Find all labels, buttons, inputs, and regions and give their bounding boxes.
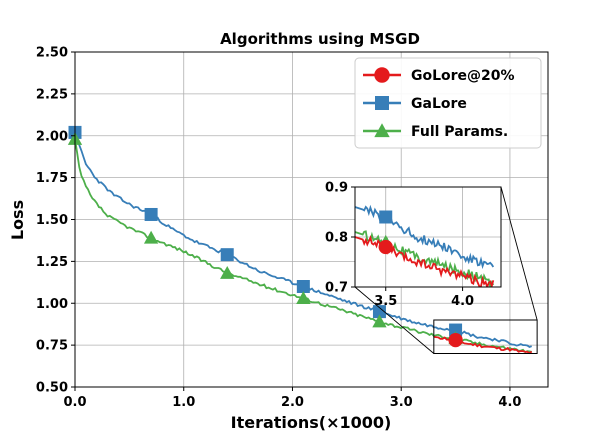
zoom-connector-line (354, 286, 435, 354)
y-tick-label: 2.50 (36, 46, 68, 61)
series-marker-full-params (372, 314, 387, 328)
series-marker-full-params (220, 265, 235, 279)
legend: GoLore@20% GaLore Full Params. (354, 57, 542, 149)
x-tick-label: 1.0 (172, 395, 195, 410)
y-tick-label: 0.50 (36, 381, 68, 396)
series-marker-galore (144, 207, 158, 221)
series-marker-golore-20 (448, 332, 463, 348)
zoom-indicator (354, 186, 538, 354)
y-tick-label: 1.75 (36, 171, 68, 186)
inset-y-tick-label: 0.7 (325, 281, 348, 296)
series-layer (67, 125, 533, 355)
x-axis-label: Iterations(×1000) (231, 413, 392, 432)
y-tick-label: 2.00 (36, 129, 68, 144)
inset-series-marker-galore (379, 210, 393, 224)
legend-label-golore-20: GoLore@20% (411, 68, 515, 84)
legend-label-full-params: Full Params. (411, 124, 508, 140)
x-tick-label: 3.0 (390, 395, 413, 410)
series-marker-galore (449, 323, 463, 337)
x-tick-label: 4.0 (498, 395, 521, 410)
inset-y-tick-label: 0.8 (325, 231, 348, 246)
y-axis-label: Loss (8, 200, 27, 240)
y-tick-label: 1.50 (36, 213, 68, 228)
zoom-region-box (433, 319, 538, 354)
legend-marker-full-params (374, 123, 390, 138)
series-marker-full-params (143, 230, 159, 244)
series-marker-galore (372, 305, 386, 319)
inset-series-marker-golore-20 (378, 239, 393, 255)
inset-x-tick-label: 4.0 (451, 294, 474, 309)
y-tick-label: 1.25 (36, 255, 68, 270)
chart-title: Algorithms using MSGD (220, 30, 420, 48)
x-tick-label: 0.0 (63, 395, 86, 410)
y-tick-label: 0.75 (36, 339, 68, 354)
series-marker-galore (220, 248, 234, 262)
inset-series-layer (355, 204, 495, 287)
legend-marker-golore-20 (374, 67, 390, 83)
inset-series-line-galore (355, 204, 495, 270)
y-tick-label: 2.25 (36, 87, 68, 102)
legend-box (354, 57, 542, 149)
zoom-inset: 3.5 4.0 0.7 0.8 0.9 (325, 181, 502, 309)
inset-y-tick-label: 0.9 (325, 181, 348, 196)
inset-x-tick-label: 3.5 (374, 294, 397, 309)
legend-marker-galore (375, 96, 389, 110)
x-axis-ticks: 0.0 1.0 2.0 3.0 4.0 (63, 387, 521, 410)
series-marker-galore (296, 280, 310, 293)
legend-label-galore: GaLore (411, 96, 467, 112)
y-tick-label: 1.00 (36, 297, 68, 312)
series-marker-full-params (296, 291, 311, 304)
x-tick-label: 2.0 (281, 395, 304, 410)
inset-series-line-golore-20 (355, 235, 495, 287)
zoom-connector-line (500, 186, 538, 321)
y-axis-ticks: 0.50 0.75 1.00 1.25 1.50 1.75 2.00 2.25 2.50 (36, 46, 75, 396)
